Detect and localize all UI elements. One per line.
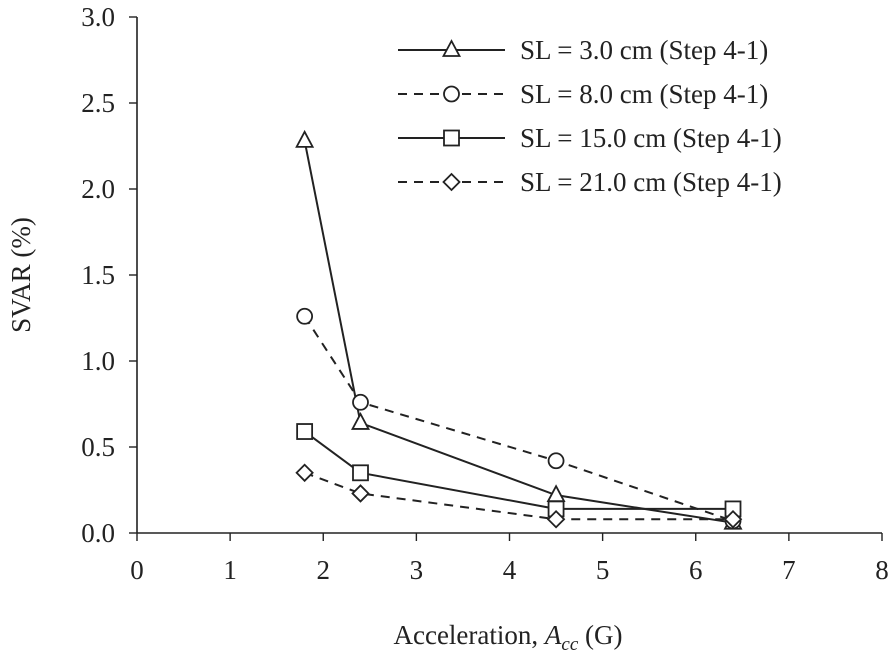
legend-entry: SL = 15.0 cm (Step 4-1) [398, 123, 782, 153]
legend-marker-circle [443, 85, 460, 103]
data-point-circle [547, 452, 565, 470]
x-tick-label: 0 [130, 555, 144, 585]
data-point-circle [296, 307, 314, 325]
legend-marker-square [443, 129, 460, 147]
x-axis-title-text: Acceleration, [393, 620, 544, 650]
x-axis-title-unit: (G) [578, 620, 622, 650]
y-tick-label: 3.0 [81, 2, 115, 32]
legend-label: SL = 15.0 cm (Step 4-1) [520, 123, 782, 153]
legend-label: SL = 3.0 cm (Step 4-1) [520, 35, 768, 65]
data-point-triangle [351, 412, 370, 430]
series-3 [296, 423, 742, 518]
legend-entry: SL = 3.0 cm (Step 4-1) [398, 35, 768, 65]
legend-marker-diamond [442, 172, 461, 192]
y-axis-title: SVAR (%) [6, 217, 36, 333]
data-point-diamond [295, 463, 314, 483]
x-tick-label: 1 [223, 555, 237, 585]
x-tick-label: 4 [503, 555, 517, 585]
legend: SL = 3.0 cm (Step 4-1) SL = 8.0 cm (Step … [398, 35, 782, 197]
y-tick-label: 1.0 [81, 346, 115, 376]
data-point-square [352, 464, 369, 482]
y-axis-ticks: 0.0 0.5 1.0 1.5 2.0 2.5 3.0 [81, 2, 137, 548]
x-axis-title: Acceleration, Acc (G) [393, 620, 622, 654]
x-tick-label: 3 [410, 555, 424, 585]
x-tick-label: 8 [875, 555, 889, 585]
data-point-diamond [351, 484, 370, 503]
x-axis-title-variable: A [543, 620, 562, 650]
series-line [303, 315, 734, 522]
x-tick-label: 5 [596, 555, 610, 585]
series-4 [295, 463, 743, 529]
y-tick-label: 2.0 [81, 174, 115, 204]
series-layer [295, 129, 743, 530]
x-tick-label: 6 [689, 555, 703, 585]
y-tick-label: 2.5 [81, 88, 115, 118]
x-tick-label: 2 [317, 555, 331, 585]
y-tick-label: 0.0 [81, 518, 115, 548]
legend-entry: SL = 21.0 cm (Step 4-1) [398, 167, 782, 197]
data-point-diamond [546, 509, 566, 529]
series-line [304, 430, 733, 510]
data-point-circle [352, 393, 369, 411]
legend-entry: SL = 8.0 cm (Step 4-1) [398, 79, 768, 109]
legend-marker-triangle [442, 39, 461, 57]
data-point-triangle [295, 129, 315, 148]
x-tick-label: 7 [782, 555, 796, 585]
y-tick-label: 1.5 [81, 260, 115, 290]
legend-label: SL = 21.0 cm (Step 4-1) [520, 167, 782, 197]
x-axis-title-subscript: cc [561, 634, 578, 654]
legend-label: SL = 8.0 cm (Step 4-1) [520, 79, 768, 109]
y-tick-label: 0.5 [81, 432, 115, 462]
data-point-square [296, 423, 314, 440]
x-axis-ticks: 0 1 2 3 4 5 6 7 8 [130, 533, 889, 585]
data-point-diamond [723, 509, 743, 529]
axes [136, 17, 882, 534]
